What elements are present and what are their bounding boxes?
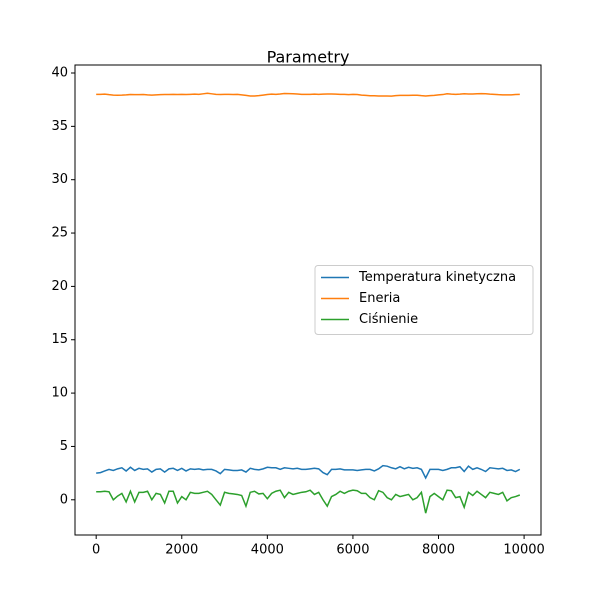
y-tick-label: 30 bbox=[51, 172, 68, 187]
y-tick-label: 5 bbox=[60, 439, 68, 454]
legend-label: Temperatura kinetyczna bbox=[358, 270, 516, 285]
x-tick-label: 10000 bbox=[503, 543, 544, 558]
legend-label: Eneria bbox=[359, 291, 400, 306]
x-tick-label: 4000 bbox=[251, 543, 284, 558]
x-tick-label: 6000 bbox=[336, 543, 369, 558]
y-tick-label: 15 bbox=[51, 332, 68, 347]
legend-box bbox=[314, 265, 534, 335]
y-tick-label: 40 bbox=[51, 66, 68, 81]
legend-label: Ciśnienie bbox=[359, 312, 418, 327]
series-line bbox=[96, 92, 520, 97]
y-tick-label: 0 bbox=[60, 492, 68, 507]
series-line bbox=[96, 464, 521, 480]
y-tick-label: 10 bbox=[51, 386, 68, 401]
chart-title: Parametry bbox=[267, 48, 350, 67]
series-line bbox=[96, 489, 521, 514]
axes-frame bbox=[74, 64, 542, 536]
y-tick-label: 25 bbox=[51, 226, 68, 241]
x-tick-label: 2000 bbox=[165, 543, 198, 558]
x-tick-label: 8000 bbox=[422, 543, 455, 558]
y-tick-label: 20 bbox=[51, 279, 68, 294]
y-tick-label: 35 bbox=[51, 119, 68, 134]
x-tick-label: 0 bbox=[92, 543, 100, 558]
